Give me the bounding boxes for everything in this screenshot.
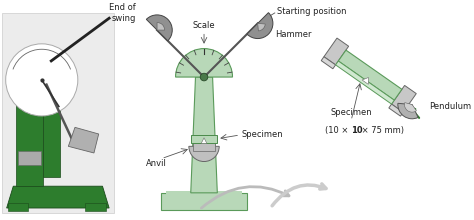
Text: Specimen: Specimen xyxy=(242,130,283,139)
Text: × 75 mm): × 75 mm) xyxy=(359,126,404,135)
Bar xyxy=(18,151,41,165)
Wedge shape xyxy=(247,13,273,38)
Polygon shape xyxy=(321,57,336,69)
Text: Pendulum: Pendulum xyxy=(429,102,471,111)
Text: End of
swing: End of swing xyxy=(109,3,136,23)
Bar xyxy=(43,101,60,177)
Bar xyxy=(2,13,114,213)
Polygon shape xyxy=(7,186,109,208)
Polygon shape xyxy=(389,104,403,116)
Polygon shape xyxy=(191,77,217,193)
Text: Anvil: Anvil xyxy=(146,159,167,168)
Bar xyxy=(16,101,43,186)
Bar xyxy=(192,142,215,151)
Wedge shape xyxy=(189,146,219,161)
Polygon shape xyxy=(392,85,416,112)
Wedge shape xyxy=(175,49,233,77)
Text: Scale: Scale xyxy=(193,21,215,30)
Polygon shape xyxy=(336,61,394,104)
Polygon shape xyxy=(362,77,368,84)
Text: Specimen: Specimen xyxy=(330,108,372,117)
Wedge shape xyxy=(157,22,164,30)
Circle shape xyxy=(200,73,208,81)
Polygon shape xyxy=(324,38,349,65)
Circle shape xyxy=(6,44,78,116)
Wedge shape xyxy=(404,103,417,112)
Bar xyxy=(166,191,242,195)
Polygon shape xyxy=(338,50,402,100)
Text: (10 ×: (10 × xyxy=(325,126,351,135)
Bar xyxy=(191,135,217,143)
Polygon shape xyxy=(201,138,207,143)
Polygon shape xyxy=(68,127,99,153)
Wedge shape xyxy=(258,23,265,31)
Bar xyxy=(8,203,28,211)
Text: 10: 10 xyxy=(351,126,363,135)
Bar xyxy=(161,193,247,210)
Text: Starting position: Starting position xyxy=(277,7,346,16)
Wedge shape xyxy=(146,15,172,41)
Wedge shape xyxy=(398,103,418,119)
Text: Hammer: Hammer xyxy=(275,30,311,39)
Bar xyxy=(85,203,106,211)
